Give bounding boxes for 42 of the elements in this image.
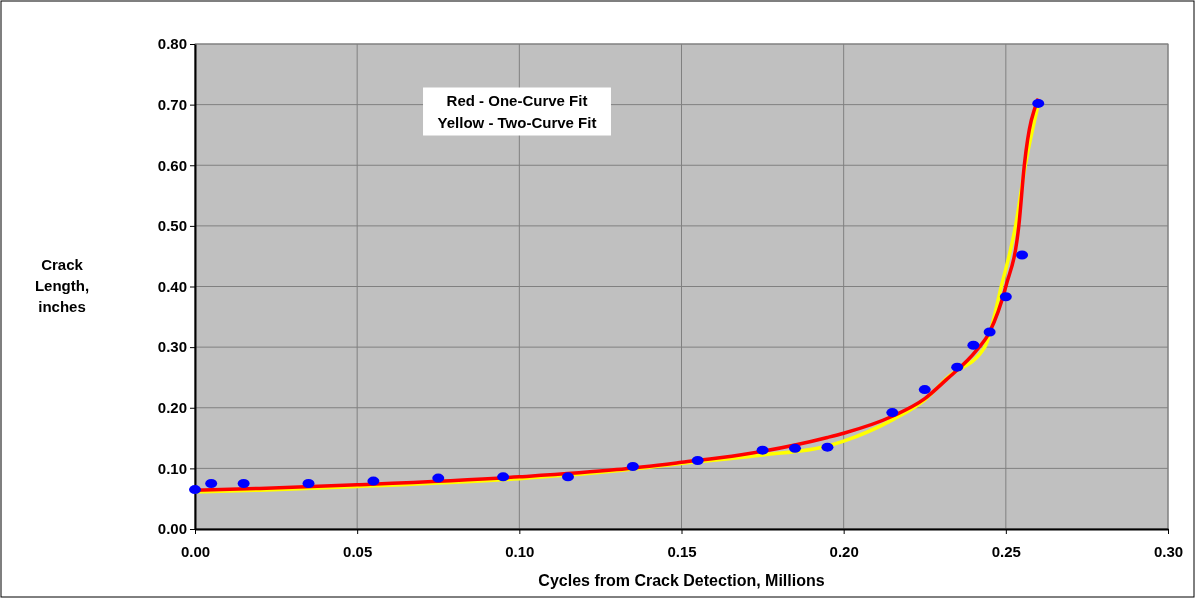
x-tick-label: 0.25	[991, 542, 1021, 560]
x-tick-label: 0.30	[1153, 542, 1184, 560]
point	[886, 408, 899, 418]
y-tick-label: 0.00	[157, 520, 187, 538]
y-tick-label: 0.20	[157, 399, 187, 417]
point	[967, 340, 980, 350]
point	[951, 362, 964, 372]
point	[821, 442, 834, 452]
x-axis-title: Cycles from Crack Detection, Millions	[538, 572, 825, 589]
y-axis-title: Crack Length, inches	[34, 256, 90, 315]
y-tick-label: 0.40	[157, 277, 187, 295]
annotation: Red - One-Curve Fit	[446, 92, 588, 109]
point	[983, 327, 996, 337]
point	[237, 479, 250, 489]
point	[367, 476, 380, 486]
text-box: Red - One-Curve Fit Yellow - Two-Curve Fit	[423, 87, 611, 136]
point	[561, 472, 574, 482]
y-tick-label: 0.50	[157, 217, 187, 235]
y-tick-label: 0.70	[157, 95, 187, 113]
point	[205, 479, 218, 489]
y-tick-label: 0.10	[157, 459, 187, 477]
point	[1032, 98, 1045, 108]
annotation: Yellow - Two-Curve Fit	[437, 114, 597, 131]
y-tick-label: 0.60	[157, 156, 187, 174]
x-tick-label: 0.00	[180, 542, 211, 560]
point	[497, 472, 510, 482]
point	[756, 445, 769, 455]
x-tick-label: 0.05	[343, 542, 373, 560]
x-tick-label: 0.15	[667, 542, 697, 560]
point	[918, 385, 931, 395]
point	[302, 479, 315, 489]
y-tick-label: 0.80	[157, 35, 187, 53]
point	[189, 485, 201, 495]
x-tick-label: 0.20	[829, 542, 859, 560]
x-tick-label: 0.10	[505, 542, 535, 560]
point	[691, 455, 704, 465]
point	[432, 473, 445, 483]
point	[789, 443, 802, 453]
point	[999, 292, 1012, 302]
point	[626, 462, 639, 472]
y-tick-label: 0.30	[157, 338, 187, 356]
point	[1016, 250, 1029, 260]
